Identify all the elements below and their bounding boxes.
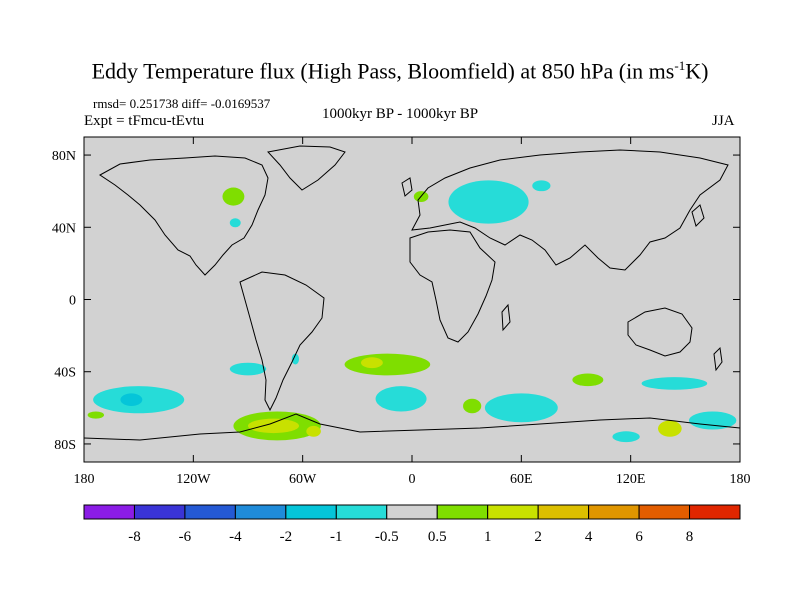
colorbar-label: -6 <box>179 529 192 545</box>
colorbar-swatch <box>537 504 590 520</box>
title-superscript: -1 <box>674 58 686 73</box>
colorbar-label: 0.5 <box>428 529 447 545</box>
colorbar-swatch <box>638 504 691 520</box>
anomaly-region-andes-cyan <box>291 353 300 365</box>
anomaly-region-s-pacific-blue <box>120 393 143 407</box>
anomaly-region-e-antarctic-yellow <box>658 420 682 437</box>
y-tick-label: 40N <box>52 221 76 236</box>
x-tick-label: 120E <box>616 472 646 487</box>
map-background <box>84 137 740 462</box>
coastline-japan <box>691 204 705 227</box>
colorbar-label: -4 <box>229 529 242 545</box>
coastline-north-america <box>99 155 269 276</box>
anomaly-region-s-ocean-cyan-ross <box>688 411 737 430</box>
anomaly-region-s-atlantic-green <box>344 353 431 376</box>
coastline-eurasia <box>411 149 729 271</box>
anomaly-region-s-ocean-cyan-ind <box>484 393 558 423</box>
colorbar-swatch <box>285 504 337 520</box>
coastline-south-america <box>239 271 325 412</box>
anomaly-region-s-ocean-green-ind <box>572 373 604 387</box>
anomaly-region-s-ocean-cyan-atl <box>375 386 427 412</box>
stats-line: rmsd= 0.251738 diff= -0.0169537 <box>93 96 271 111</box>
anomaly-region-e-antarctic-cyan <box>612 431 640 443</box>
y-tick-label: 80N <box>52 149 76 164</box>
colorbar: -8 -6 -4 -2 -1 -0.5 0.5 1 2 4 6 8 <box>83 504 741 545</box>
anomaly-region-s-pacific-green-far <box>87 411 105 419</box>
colorbar-swatch <box>335 504 388 520</box>
colorbar-swatch <box>436 504 489 520</box>
anomaly-region-n-america-cyan <box>229 218 241 228</box>
period-label: 1000kyr BP - 1000kyr BP <box>322 106 479 122</box>
colorbar-label: 8 <box>686 529 694 545</box>
y-tick-label: 40S <box>54 366 76 381</box>
coastline-greenland <box>267 145 346 191</box>
coastline-british-isles <box>401 177 413 197</box>
anomaly-region-s-pacific-cyan-west <box>229 362 267 376</box>
x-tick-label: 0 <box>409 472 416 487</box>
colorbar-label: -1 <box>330 529 343 545</box>
colorbar-label: -8 <box>128 529 141 545</box>
coastline-new-zealand <box>713 346 723 372</box>
coastline-australia <box>627 307 693 357</box>
x-tick-label: 60W <box>289 472 317 487</box>
colorbar-swatch <box>133 504 186 520</box>
anomaly-region-siberia-cyan <box>532 180 551 192</box>
experiment-label: Expt = tFmcu-tEvtu <box>84 113 205 129</box>
colorbar-swatch <box>184 504 236 520</box>
colorbar-swatch <box>234 504 287 520</box>
colorbar-swatch <box>487 504 539 520</box>
coastline-africa <box>409 229 496 343</box>
x-tick-label: 180 <box>74 472 95 487</box>
coastline-layer <box>84 145 740 441</box>
anomaly-region-s-ocean-green-mid <box>463 398 482 414</box>
colorbar-label: 6 <box>635 529 643 545</box>
colorbar-label: -0.5 <box>375 529 399 545</box>
colorbar-swatch <box>386 504 438 520</box>
y-tick-label: 0 <box>69 294 76 309</box>
colorbar-swatch <box>588 504 640 520</box>
anomaly-region-antarctic-yellow <box>248 418 300 434</box>
anomaly-region-s-ocean-cyan-aus <box>641 377 708 390</box>
colorbar-label: 2 <box>534 529 542 545</box>
anomaly-region-antarctic-yellow-2 <box>306 425 321 437</box>
anomaly-layer <box>87 180 737 443</box>
map-title: Eddy Temperature flux (High Pass, Bloomf… <box>0 58 800 84</box>
x-tick-label: 120W <box>176 472 211 487</box>
x-axis: 180 120W 60W 0 60E 120E 180 <box>74 137 751 487</box>
y-axis: 80N 40N 0 40S 80S <box>52 149 740 453</box>
anomaly-region-n-america-green <box>222 187 245 206</box>
anomaly-region-s-atlantic-yellow <box>360 357 383 369</box>
title-unit-end: K) <box>685 58 709 84</box>
season-label: JJA <box>712 113 735 129</box>
colorbar-label: 1 <box>484 529 492 545</box>
x-tick-label: 60E <box>510 472 533 487</box>
colorbar-label: -2 <box>280 529 293 545</box>
coastline-madagascar <box>501 303 511 332</box>
colorbar-swatch <box>689 504 741 520</box>
anomaly-region-russia-cyan <box>448 180 529 224</box>
coastline-antarctica <box>84 413 740 441</box>
colorbar-label: 4 <box>585 529 593 545</box>
y-tick-label: 80S <box>54 438 76 453</box>
colorbar-swatch <box>83 504 135 520</box>
title-main: Eddy Temperature flux (High Pass, Bloomf… <box>91 58 675 84</box>
x-tick-label: 180 <box>730 472 751 487</box>
